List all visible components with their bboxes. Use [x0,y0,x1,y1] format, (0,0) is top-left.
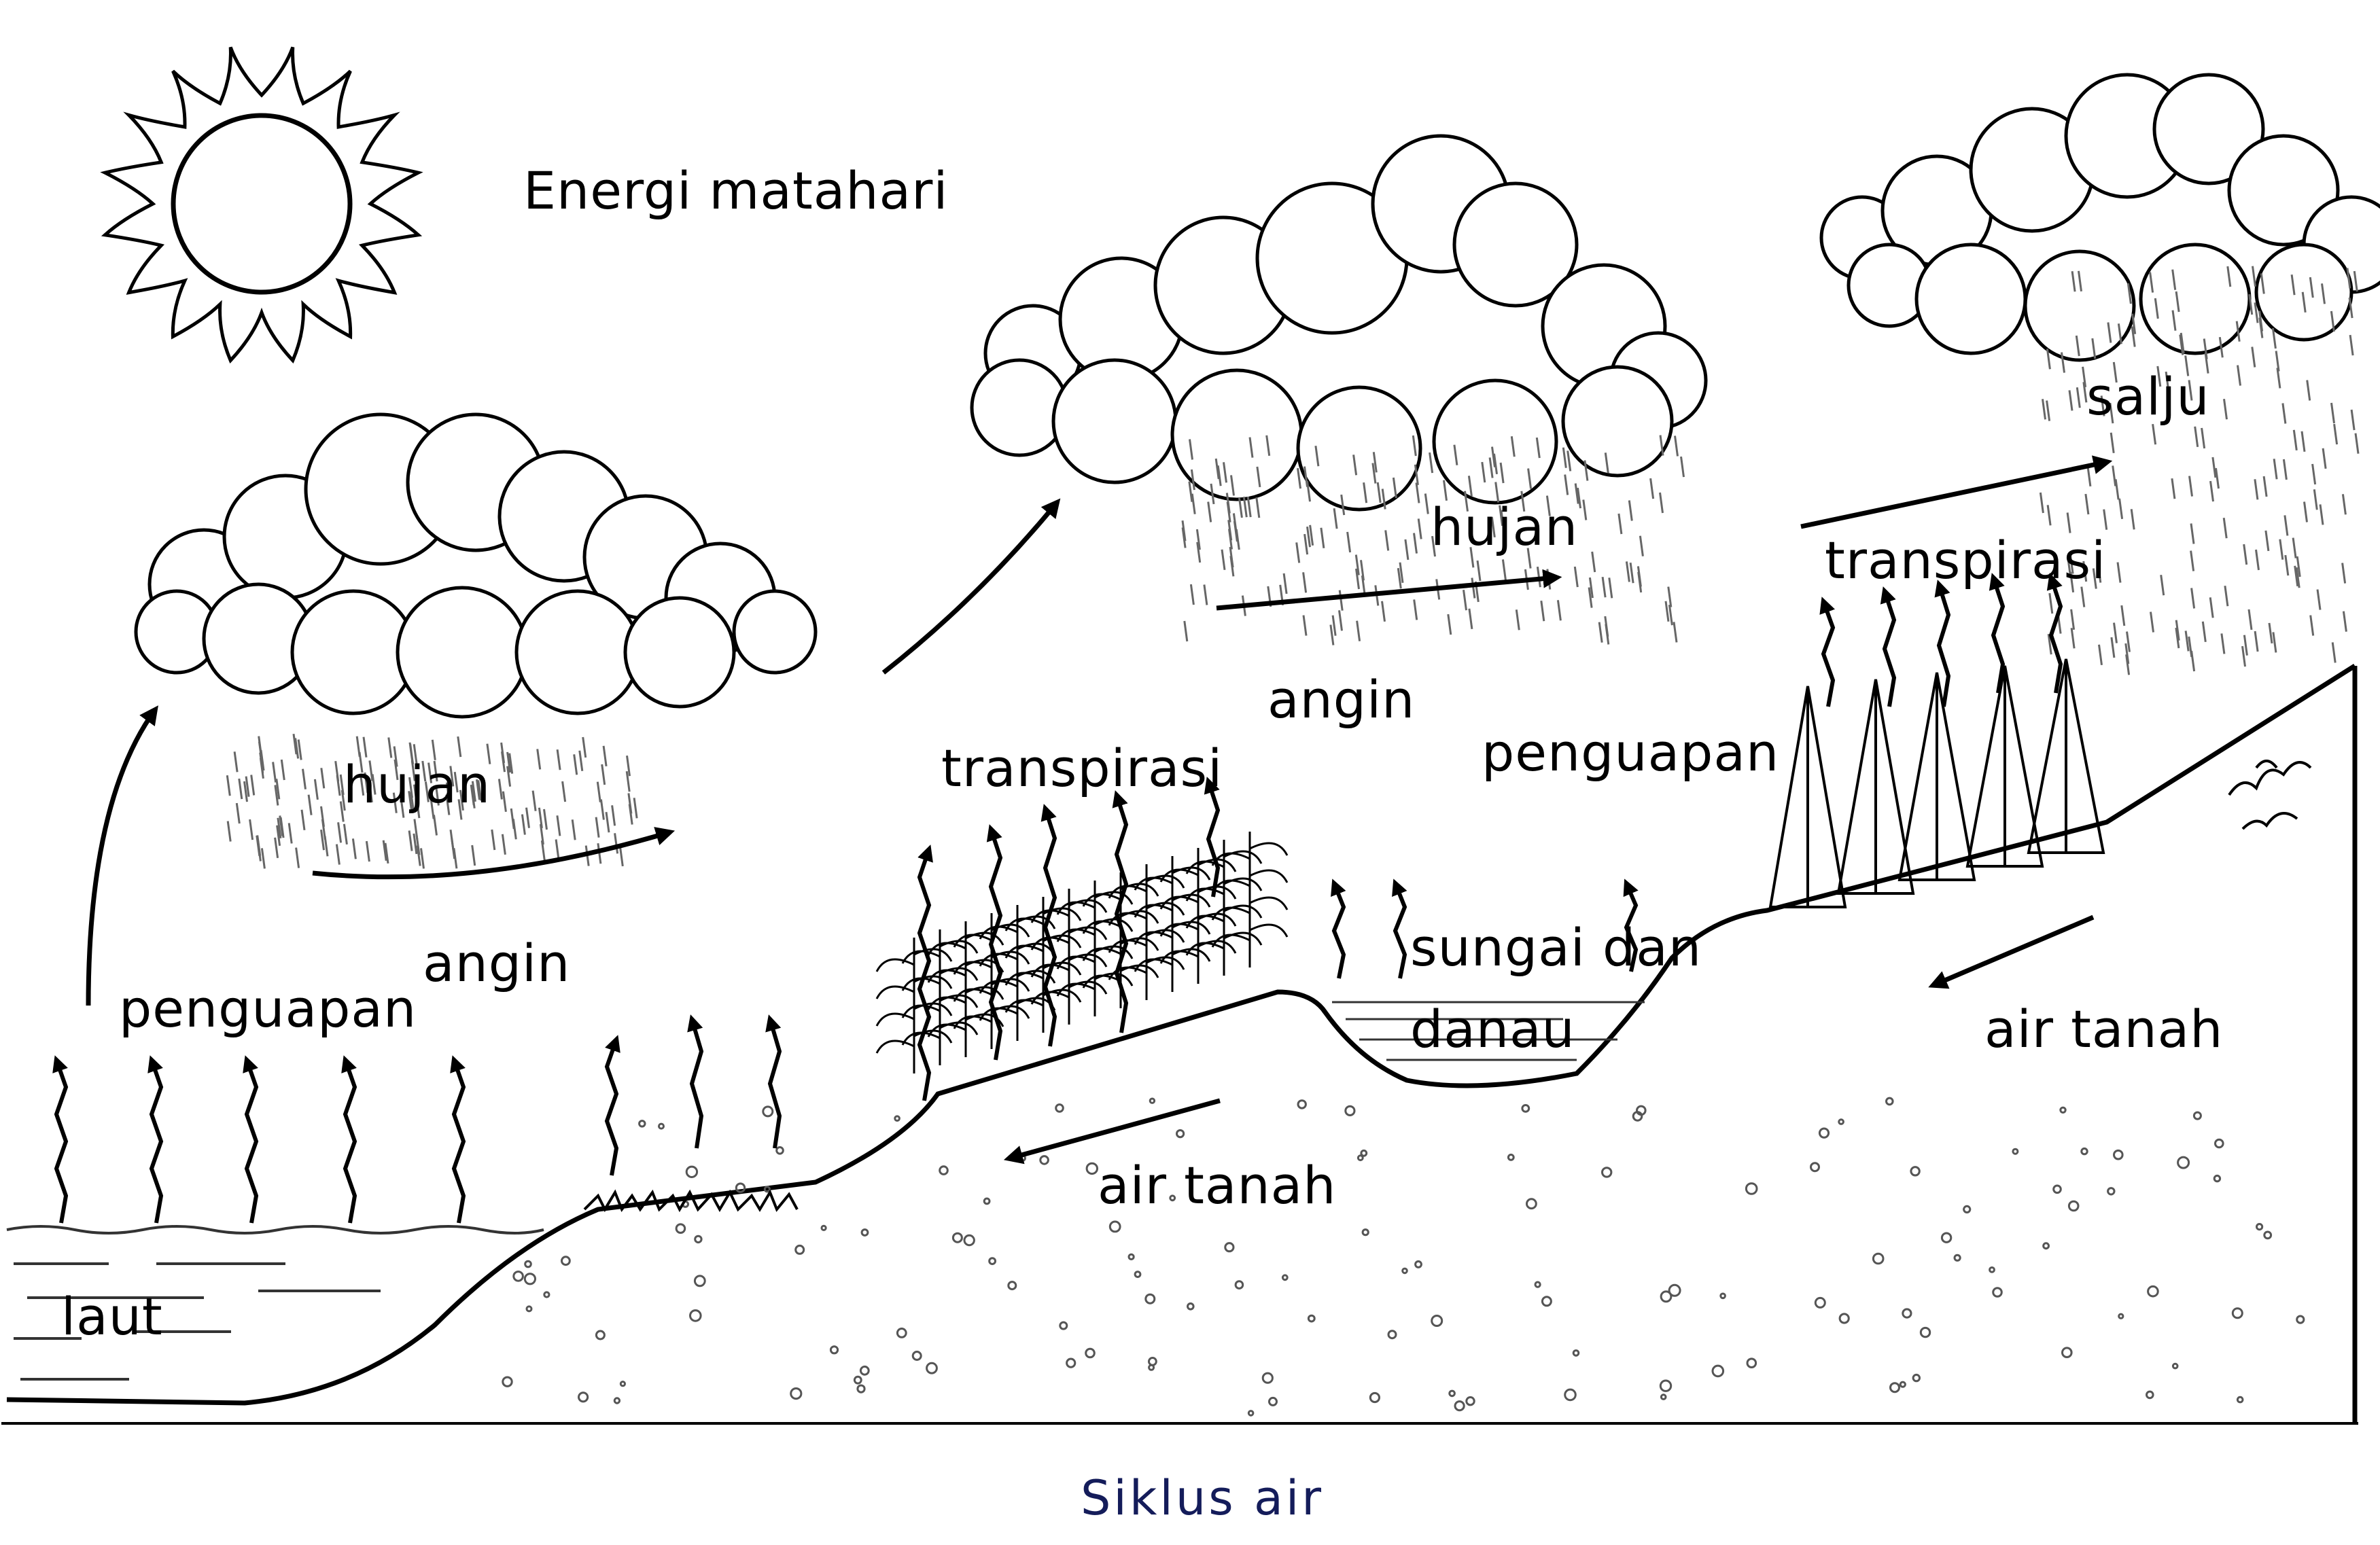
grass-patch [583,1189,799,1213]
diagram-caption: Siklus air [1081,1470,1325,1526]
evaporation-arrows [52,573,2063,1224]
arrow-groundwater-1 [1003,1098,1221,1165]
arrow-cloud1-to-cloud2 [881,498,1061,675]
label-transpiration-trees: transpirasi [1825,530,2107,590]
arrow-wind-1 [312,827,676,880]
rain-streaks [226,266,2360,869]
label-energy: Energi matahari [523,160,949,221]
arrow-groundwater-2 [1928,914,2095,989]
label-wind-2: angin [1267,669,1416,730]
label-sea: laut [61,1286,163,1347]
label-groundwater-2: air tanah [1984,999,2224,1059]
lake-water [1332,1001,1645,1061]
clouds [134,73,2380,719]
sun-icon [100,46,423,364]
label-evaporation-sea: penguapan [119,978,417,1039]
label-rain-2: hujan [1431,497,1579,557]
crop-plants [875,832,1289,1073]
arrow-mountain-transpiration [1800,455,2113,529]
label-wind-1: angin [423,933,571,993]
label-river-line1: sungai dan [1410,917,1702,978]
label-evaporation-lake: penguapan [1482,722,1780,783]
land-terrain [1,664,2358,1425]
pine-trees [1768,658,2105,908]
label-groundwater-1: air tanah [1098,1155,1337,1215]
label-rain-1: hujan [343,754,491,815]
label-transpiration-crops: transpirasi [941,738,1223,798]
label-river-line2: danau [1410,999,1575,1059]
snow-patch [2228,760,2312,830]
arrow-sea-to-cloud [86,705,158,1006]
wind-arrows [86,455,2113,1165]
label-snow: salju [2086,366,2210,427]
arrow-wind-2 [1216,569,1562,611]
